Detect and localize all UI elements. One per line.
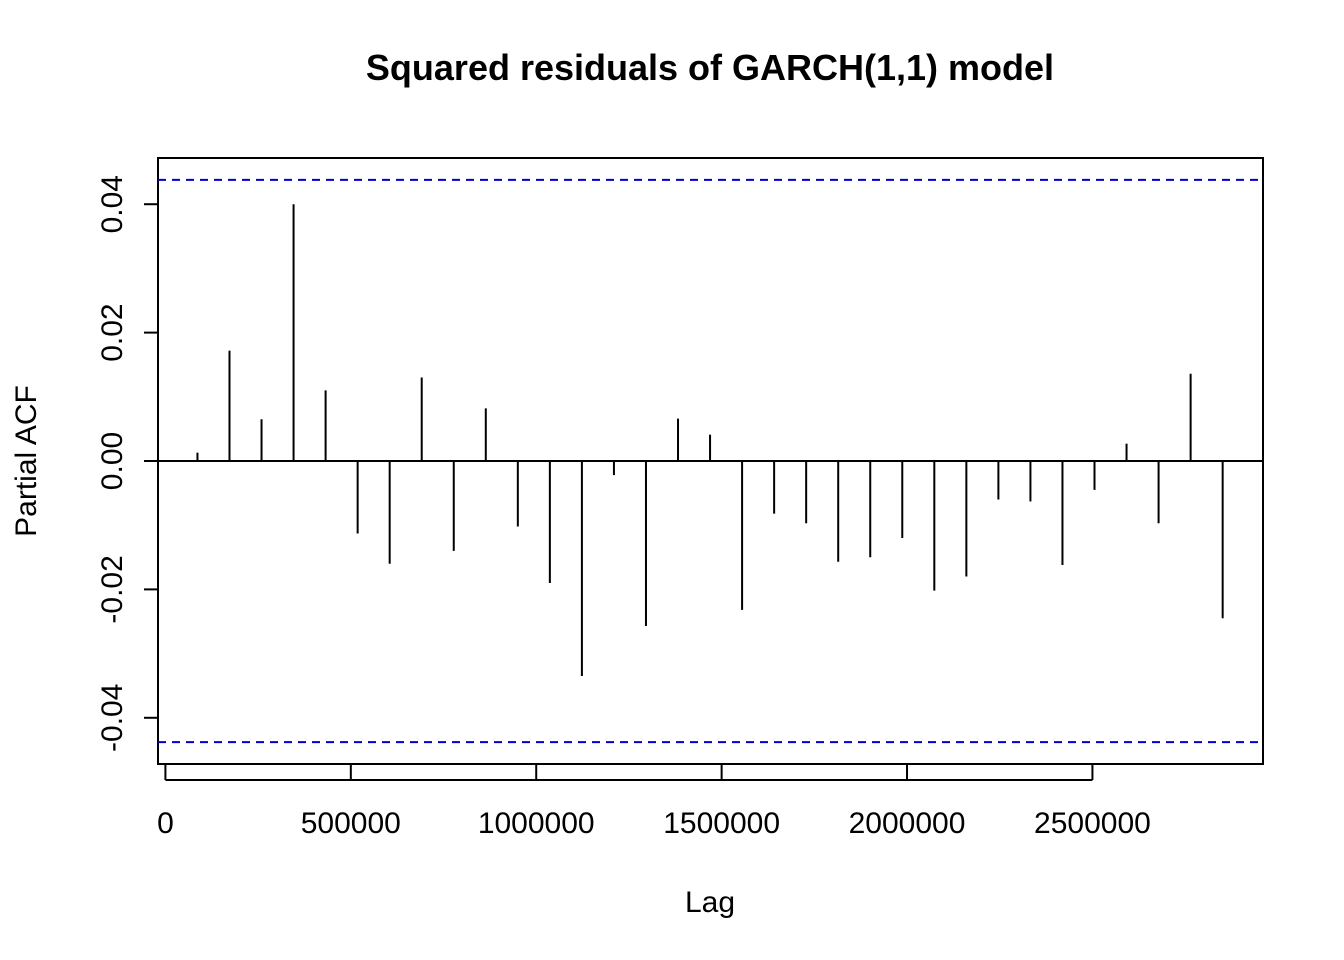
x-tick-label: 2000000 (849, 807, 966, 840)
y-tick-label: 0.04 (96, 175, 129, 233)
y-tick-label: -0.02 (96, 555, 129, 623)
x-tick-label: 500000 (301, 807, 401, 840)
x-tick-label: 1000000 (478, 807, 595, 840)
y-axis-label: Partial ACF (10, 385, 43, 537)
y-tick-label: 0.02 (96, 303, 129, 361)
chart-marks: 0 500000 1000000 1500000 2000000 2500000 -0.04… (96, 157, 1264, 840)
x-tick-label: 2500000 (1034, 807, 1151, 840)
x-axis-label: Lag (685, 886, 735, 919)
x-tick-label: 0 (157, 807, 174, 840)
x-tick-label: 1500000 (663, 807, 780, 840)
y-tick-label: -0.04 (96, 684, 129, 752)
y-tick-label: 0.00 (96, 432, 129, 490)
chart-title: Squared residuals of GARCH(1,1) model (366, 47, 1054, 88)
